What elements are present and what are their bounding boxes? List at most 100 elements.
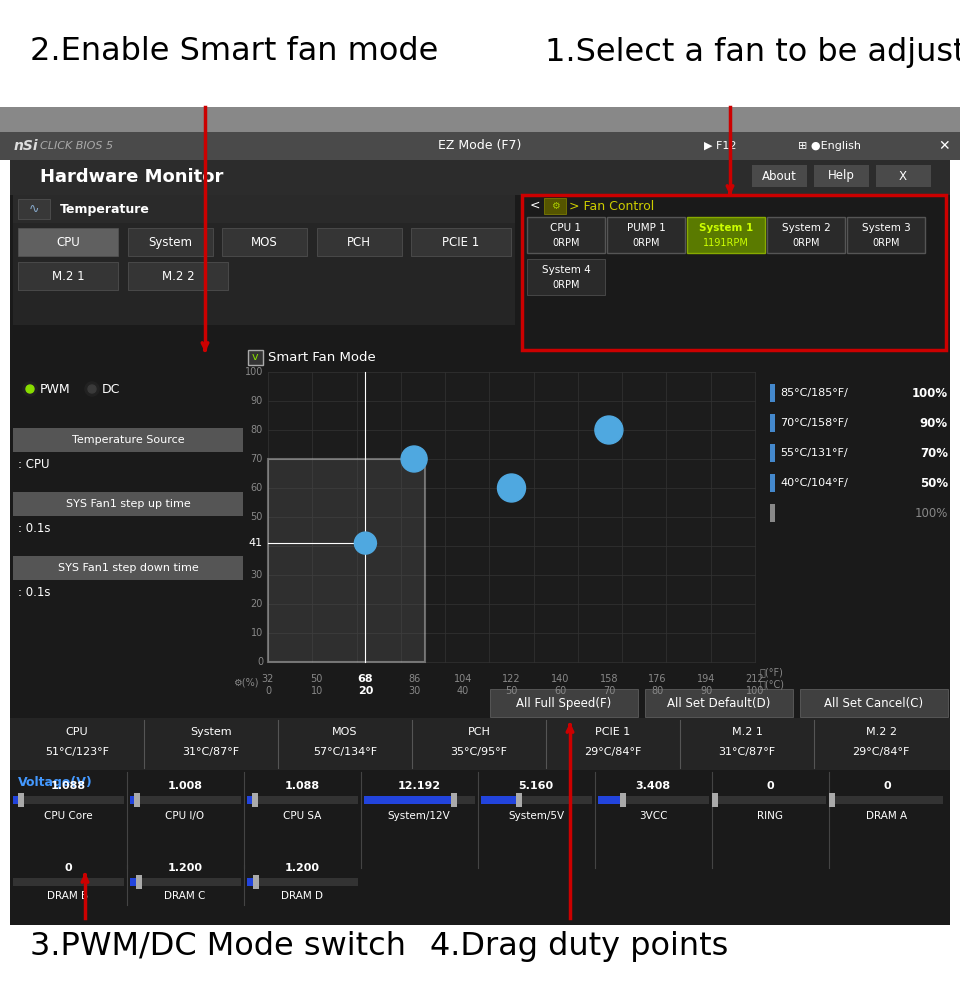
- Text: 35°C/95°F: 35°C/95°F: [450, 747, 508, 757]
- Bar: [544, 198, 566, 214]
- Bar: [645, 689, 793, 717]
- Text: SYS Fan1 step up time: SYS Fan1 step up time: [65, 499, 190, 509]
- Text: ▶ F12: ▶ F12: [704, 141, 736, 151]
- Bar: [247, 878, 358, 886]
- Text: ∿: ∿: [29, 203, 39, 215]
- Text: 1.Select a fan to be adjusted: 1.Select a fan to be adjusted: [545, 37, 960, 67]
- Text: 0RPM: 0RPM: [873, 238, 900, 248]
- Bar: [770, 384, 775, 402]
- Text: 40°C/104°F/: 40°C/104°F/: [780, 478, 848, 488]
- Text: RING: RING: [757, 811, 783, 821]
- Text: 2.Enable Smart fan mode: 2.Enable Smart fan mode: [30, 37, 439, 67]
- Text: All Set Default(D): All Set Default(D): [667, 697, 771, 709]
- Text: System 1: System 1: [699, 223, 754, 233]
- Bar: [0, 107, 960, 132]
- Text: CPU 1: CPU 1: [550, 223, 582, 233]
- Text: ⚙: ⚙: [551, 201, 560, 211]
- Bar: [770, 414, 775, 432]
- Circle shape: [497, 474, 525, 502]
- Text: ✕: ✕: [938, 139, 950, 153]
- Circle shape: [354, 533, 376, 554]
- Text: 68: 68: [357, 674, 373, 684]
- Text: PCH: PCH: [347, 235, 371, 249]
- Bar: [18, 793, 24, 807]
- Bar: [13, 195, 515, 325]
- Text: CPU I/O: CPU I/O: [165, 811, 204, 821]
- Text: 100%: 100%: [912, 386, 948, 399]
- Bar: [268, 372, 755, 662]
- Bar: [767, 217, 845, 253]
- Text: DRAM D: DRAM D: [281, 891, 323, 901]
- Text: 31°C/87°F: 31°C/87°F: [182, 747, 240, 757]
- Text: 20: 20: [358, 686, 373, 696]
- Bar: [527, 259, 605, 295]
- Bar: [252, 793, 258, 807]
- Text: 40: 40: [457, 686, 468, 696]
- Bar: [247, 796, 255, 804]
- Text: X: X: [899, 170, 907, 183]
- Text: 57°C/134°F: 57°C/134°F: [313, 747, 377, 757]
- Text: 0RPM: 0RPM: [552, 280, 580, 290]
- Text: 32: 32: [262, 674, 275, 684]
- Bar: [247, 796, 358, 804]
- Text: 122: 122: [502, 674, 521, 684]
- Text: v: v: [252, 352, 258, 362]
- Text: Temperature: Temperature: [60, 203, 150, 215]
- Text: 100: 100: [245, 367, 263, 377]
- Text: System/12V: System/12V: [388, 811, 450, 821]
- Bar: [620, 793, 626, 807]
- Text: 104: 104: [454, 674, 472, 684]
- Text: : 0.1s: : 0.1s: [18, 522, 51, 535]
- Text: 4.Drag duty points: 4.Drag duty points: [430, 931, 729, 961]
- Circle shape: [23, 382, 37, 396]
- Bar: [490, 689, 638, 717]
- Text: DRAM B: DRAM B: [47, 891, 88, 901]
- Text: 20: 20: [251, 599, 263, 609]
- Text: 55°C/131°F/: 55°C/131°F/: [780, 448, 848, 458]
- Bar: [136, 875, 142, 889]
- Text: CPU SA: CPU SA: [283, 811, 322, 821]
- Text: : CPU: : CPU: [18, 457, 50, 470]
- Bar: [712, 793, 718, 807]
- Text: 60: 60: [554, 686, 566, 696]
- Text: 194: 194: [697, 674, 715, 684]
- Text: 12.192: 12.192: [397, 781, 441, 791]
- Text: 140: 140: [551, 674, 569, 684]
- Text: 29°C/84°F: 29°C/84°F: [585, 747, 641, 757]
- Text: PWM: PWM: [40, 382, 71, 395]
- Text: Smart Fan Mode: Smart Fan Mode: [268, 351, 375, 364]
- Bar: [0, 132, 960, 160]
- Text: 50%: 50%: [920, 476, 948, 489]
- Bar: [10, 770, 950, 925]
- Text: 1.088: 1.088: [51, 781, 85, 791]
- Bar: [130, 796, 137, 804]
- Text: 90: 90: [251, 396, 263, 406]
- Text: : 0.1s: : 0.1s: [18, 586, 51, 599]
- Text: M.2 1: M.2 1: [732, 727, 762, 737]
- Bar: [10, 160, 950, 870]
- Bar: [832, 796, 943, 804]
- Bar: [248, 350, 263, 365]
- Text: 70°C/158°F/: 70°C/158°F/: [780, 418, 848, 428]
- Text: CPU Core: CPU Core: [44, 811, 92, 821]
- Bar: [13, 796, 124, 804]
- Text: 5.160: 5.160: [518, 781, 554, 791]
- Text: M.2 1: M.2 1: [52, 270, 84, 283]
- Text: ⚙(%): ⚙(%): [233, 677, 258, 687]
- Text: 1.200: 1.200: [167, 863, 203, 873]
- Text: System 4: System 4: [541, 265, 590, 275]
- Bar: [752, 165, 807, 187]
- Bar: [13, 878, 124, 886]
- Bar: [770, 504, 775, 522]
- Text: 70: 70: [251, 454, 263, 464]
- Bar: [13, 195, 515, 223]
- Text: Help: Help: [828, 170, 854, 183]
- Text: EZ Mode (F7): EZ Mode (F7): [439, 139, 521, 152]
- Text: 158: 158: [600, 674, 618, 684]
- Circle shape: [26, 385, 34, 393]
- Bar: [522, 195, 946, 350]
- Text: 3VCC: 3VCC: [638, 811, 667, 821]
- Text: nSi: nSi: [14, 139, 38, 153]
- Text: 100: 100: [746, 686, 764, 696]
- Text: 0RPM: 0RPM: [633, 238, 660, 248]
